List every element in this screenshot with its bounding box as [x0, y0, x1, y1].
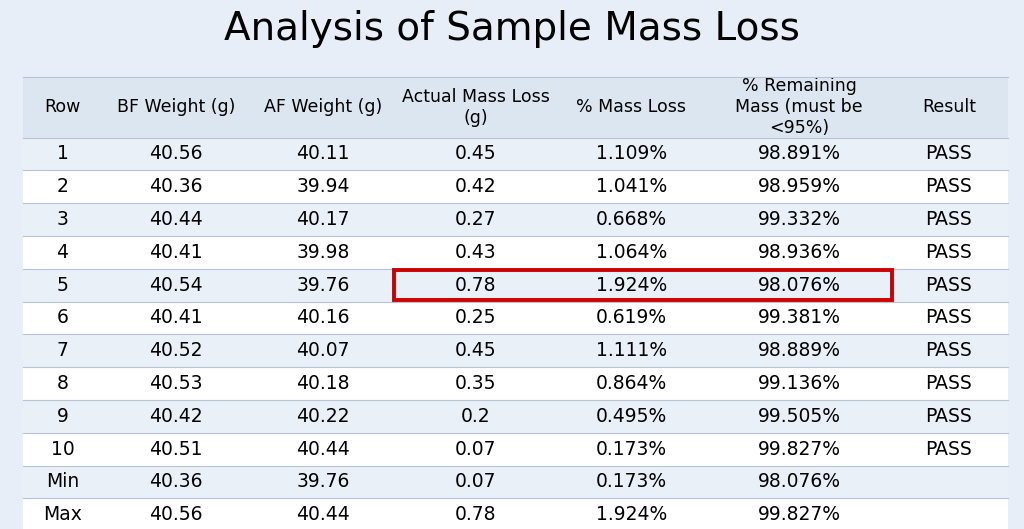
Text: 40.41: 40.41 [150, 243, 203, 262]
Text: 40.18: 40.18 [296, 374, 349, 393]
Text: PASS: PASS [926, 407, 972, 426]
Text: 8: 8 [56, 374, 69, 393]
Text: 98.889%: 98.889% [758, 341, 841, 360]
Text: 0.07: 0.07 [455, 472, 497, 491]
Text: 40.42: 40.42 [150, 407, 203, 426]
Text: PASS: PASS [926, 210, 972, 229]
Text: 0.27: 0.27 [455, 210, 497, 229]
Text: 0.45: 0.45 [455, 144, 497, 163]
Text: 0.668%: 0.668% [596, 210, 667, 229]
Text: 99.505%: 99.505% [758, 407, 841, 426]
Text: 1.111%: 1.111% [596, 341, 667, 360]
Text: 98.891%: 98.891% [758, 144, 841, 163]
Text: 3: 3 [56, 210, 69, 229]
Text: 1.109%: 1.109% [596, 144, 667, 163]
Text: 5: 5 [56, 276, 69, 295]
Text: 40.22: 40.22 [296, 407, 349, 426]
Text: 98.936%: 98.936% [758, 243, 841, 262]
Text: 98.076%: 98.076% [758, 276, 841, 295]
Text: 40.36: 40.36 [150, 472, 203, 491]
Text: PASS: PASS [926, 440, 972, 459]
Text: 39.76: 39.76 [296, 472, 349, 491]
Text: 99.381%: 99.381% [758, 308, 841, 327]
Text: Min: Min [46, 472, 79, 491]
Text: PASS: PASS [926, 308, 972, 327]
Text: 40.51: 40.51 [150, 440, 203, 459]
Text: 99.827%: 99.827% [758, 440, 841, 459]
Text: 0.78: 0.78 [455, 505, 497, 524]
Text: Actual Mass Loss
(g): Actual Mass Loss (g) [401, 88, 550, 126]
Text: 0.864%: 0.864% [596, 374, 667, 393]
Text: 39.76: 39.76 [296, 276, 349, 295]
Text: 1.041%: 1.041% [596, 177, 667, 196]
Text: 40.52: 40.52 [150, 341, 203, 360]
Text: Max: Max [43, 505, 82, 524]
Text: PASS: PASS [926, 177, 972, 196]
Text: 98.076%: 98.076% [758, 472, 841, 491]
Text: 0.45: 0.45 [455, 341, 497, 360]
Text: 7: 7 [56, 341, 69, 360]
Text: 98.959%: 98.959% [758, 177, 841, 196]
Text: 0.173%: 0.173% [596, 472, 667, 491]
Text: 0.35: 0.35 [455, 374, 497, 393]
Text: 0.619%: 0.619% [596, 308, 667, 327]
Text: 2: 2 [56, 177, 69, 196]
Text: 40.54: 40.54 [150, 276, 203, 295]
Text: 39.98: 39.98 [296, 243, 349, 262]
Text: 1.064%: 1.064% [596, 243, 667, 262]
Text: 0.43: 0.43 [455, 243, 497, 262]
Text: 40.44: 40.44 [150, 210, 203, 229]
Text: PASS: PASS [926, 374, 972, 393]
Text: PASS: PASS [926, 276, 972, 295]
Text: 0.173%: 0.173% [596, 440, 667, 459]
Text: 0.78: 0.78 [455, 276, 497, 295]
Text: 40.11: 40.11 [296, 144, 349, 163]
Text: 40.16: 40.16 [296, 308, 349, 327]
Text: 0.07: 0.07 [455, 440, 497, 459]
Text: 0.42: 0.42 [455, 177, 497, 196]
Text: 40.41: 40.41 [150, 308, 203, 327]
Text: 40.53: 40.53 [150, 374, 203, 393]
Text: 0.2: 0.2 [461, 407, 490, 426]
Text: 9: 9 [56, 407, 69, 426]
Text: AF Weight (g): AF Weight (g) [264, 98, 382, 116]
Text: 0.25: 0.25 [455, 308, 497, 327]
Text: Row: Row [44, 98, 81, 116]
Text: 4: 4 [56, 243, 69, 262]
Text: Result: Result [922, 98, 976, 116]
Text: PASS: PASS [926, 341, 972, 360]
Text: 1.924%: 1.924% [596, 276, 667, 295]
Text: PASS: PASS [926, 243, 972, 262]
Text: 1: 1 [56, 144, 69, 163]
Text: 40.36: 40.36 [150, 177, 203, 196]
Text: Analysis of Sample Mass Loss: Analysis of Sample Mass Loss [224, 10, 800, 48]
Text: % Remaining
Mass (must be
<95%): % Remaining Mass (must be <95%) [735, 77, 863, 137]
Text: 0.495%: 0.495% [596, 407, 667, 426]
Text: % Mass Loss: % Mass Loss [577, 98, 686, 116]
Text: 10: 10 [50, 440, 75, 459]
Text: BF Weight (g): BF Weight (g) [117, 98, 236, 116]
Text: 40.44: 40.44 [296, 505, 350, 524]
Text: 6: 6 [56, 308, 69, 327]
Text: 40.44: 40.44 [296, 440, 350, 459]
Text: 1.924%: 1.924% [596, 505, 667, 524]
Text: 40.56: 40.56 [150, 144, 203, 163]
Text: 40.07: 40.07 [296, 341, 349, 360]
Text: 39.94: 39.94 [296, 177, 349, 196]
Text: 99.332%: 99.332% [758, 210, 841, 229]
Text: 99.136%: 99.136% [758, 374, 841, 393]
Text: 40.17: 40.17 [296, 210, 349, 229]
Text: 40.56: 40.56 [150, 505, 203, 524]
Text: PASS: PASS [926, 144, 972, 163]
Text: 99.827%: 99.827% [758, 505, 841, 524]
